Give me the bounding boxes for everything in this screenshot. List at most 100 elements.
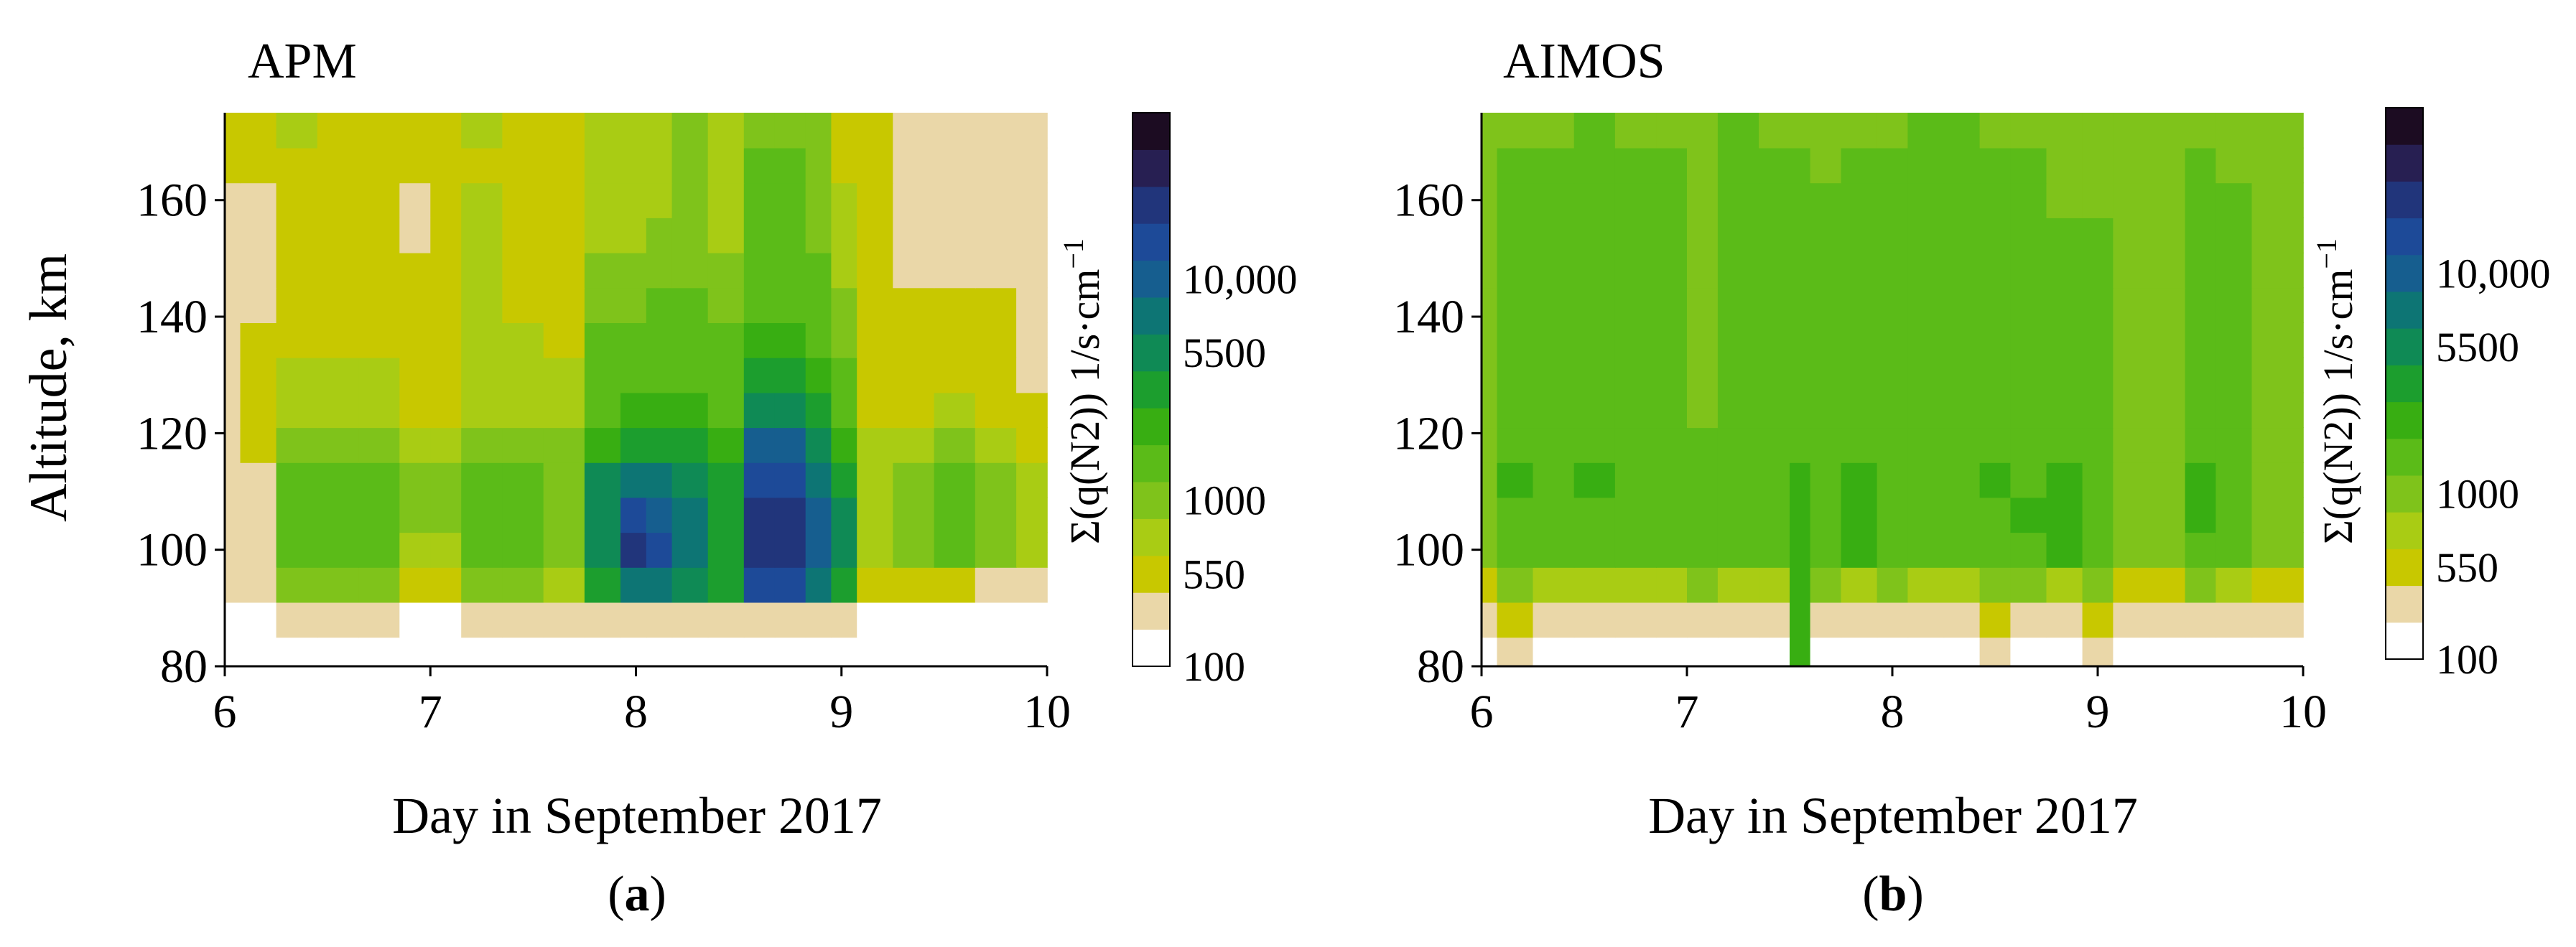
heatmap-cell [276, 287, 318, 323]
heatmap-cell [1016, 392, 1048, 429]
heatmap-cell [671, 462, 709, 498]
heatmap-cell [543, 322, 585, 358]
heatmap-cell [1810, 113, 1842, 149]
heatmap-cell [1790, 113, 1811, 149]
heatmap-cell [774, 287, 806, 323]
heatmap-cell [934, 462, 976, 498]
heatmap-cell [358, 252, 401, 289]
heatmap-cell [430, 637, 462, 667]
heatmap-cell [2113, 427, 2150, 463]
heatmap-cell [1877, 218, 1909, 253]
heatmap-cell [805, 287, 832, 323]
heatmap-cell [2149, 567, 2186, 603]
heatmap-cell [774, 462, 806, 498]
heatmap-cell [399, 392, 431, 429]
heatmap-cell [893, 252, 935, 289]
heatmap-cell [743, 218, 776, 253]
heatmap-cell [399, 182, 431, 218]
x-tick-label: 10 [1023, 686, 1071, 738]
heatmap-cell [2010, 287, 2047, 323]
heatmap-cell [461, 357, 503, 393]
heatmap-cell [1877, 392, 1909, 429]
heatmap-cell [671, 497, 709, 533]
heatmap-cell [2185, 602, 2217, 638]
heatmap-cell [225, 392, 241, 429]
heatmap-cell [831, 392, 857, 429]
heatmap-cell [1687, 567, 1719, 603]
heatmap-cell [671, 357, 709, 393]
colorbar-frame [2385, 107, 2424, 660]
heatmap-cell [975, 322, 1017, 358]
heatmap-cell [1877, 182, 1909, 218]
heatmap-cell [543, 218, 585, 253]
heatmap-cell [1573, 532, 1616, 568]
heatmap-cell [2251, 567, 2304, 603]
heatmap-cell [1016, 602, 1048, 638]
heatmap-cell [1979, 113, 2012, 149]
heatmap-cell [276, 532, 318, 568]
heatmap-cell [774, 357, 806, 393]
heatmap-cell [1497, 392, 1534, 429]
heatmap-cell [1759, 147, 1790, 184]
colorbar-segment [2386, 291, 2423, 329]
heatmap-cell [857, 357, 894, 393]
heatmap-cell [2113, 462, 2150, 498]
heatmap-cell [1907, 567, 1945, 603]
heatmap-cell [1907, 497, 1945, 533]
heatmap-cell [1790, 427, 1811, 463]
heatmap-cell [743, 322, 776, 358]
heatmap-cell [1482, 567, 1498, 603]
heatmap-cell [1687, 532, 1719, 568]
heatmap-cell [1979, 532, 2012, 568]
heatmap-cell [1614, 218, 1657, 253]
heatmap-cell [620, 427, 647, 463]
heatmap-cell [2082, 497, 2114, 533]
heatmap-cell [399, 113, 431, 149]
heatmap-cell [461, 567, 503, 603]
heatmap-cell [2010, 532, 2047, 568]
heatmap-cell [2113, 357, 2150, 393]
heatmap-cell [2251, 637, 2304, 667]
heatmap-cell [1573, 392, 1616, 429]
heatmap-cell [1533, 218, 1575, 253]
heatmap-cell [2215, 532, 2253, 568]
heatmap-cell [317, 392, 359, 429]
heatmap-cell [1907, 462, 1945, 498]
heatmap-cell [1841, 637, 1878, 667]
y-tick-label: 160 [1393, 174, 1464, 227]
heatmap-cell [2251, 287, 2304, 323]
heatmap-cell [399, 602, 431, 638]
heatmap-cell [1717, 113, 1759, 149]
heatmap-cell [2251, 218, 2304, 253]
heatmap-cell [831, 322, 857, 358]
heatmap-cell [2046, 218, 2083, 253]
heatmap-cell [2149, 602, 2186, 638]
heatmap-cell [584, 392, 621, 429]
heatmap-cell [1482, 252, 1498, 289]
heatmap-cell [743, 182, 776, 218]
heatmap-cell [831, 287, 857, 323]
colorbar-segment [1133, 444, 1170, 482]
colorbar-segment [2386, 365, 2423, 403]
heatmap-cell [2185, 147, 2217, 184]
heatmap-cell [831, 113, 857, 149]
heatmap-cell [225, 113, 241, 149]
heatmap-cell [1656, 532, 1688, 568]
heatmap-cell [1482, 357, 1498, 393]
x-axis-label-a: Day in September 2017 [392, 787, 882, 844]
heatmap-cell [1810, 147, 1842, 184]
heatmap-cell [225, 182, 241, 218]
heatmap-cell [934, 218, 976, 253]
heatmap-cell [805, 252, 832, 289]
heatmap-cell [646, 322, 673, 358]
heatmap-cell [1943, 322, 1981, 358]
heatmap-cell [774, 602, 806, 638]
heatmap-cell [1016, 357, 1048, 393]
y-tick-label: 80 [160, 640, 208, 693]
heatmap-cell [1877, 113, 1909, 149]
heatmap-cell [2185, 427, 2217, 463]
heatmap-cell [893, 462, 935, 498]
heatmap-cell [2113, 287, 2150, 323]
heatmap-cell [430, 147, 462, 184]
y-axis-label: Altitude, km [19, 253, 78, 522]
